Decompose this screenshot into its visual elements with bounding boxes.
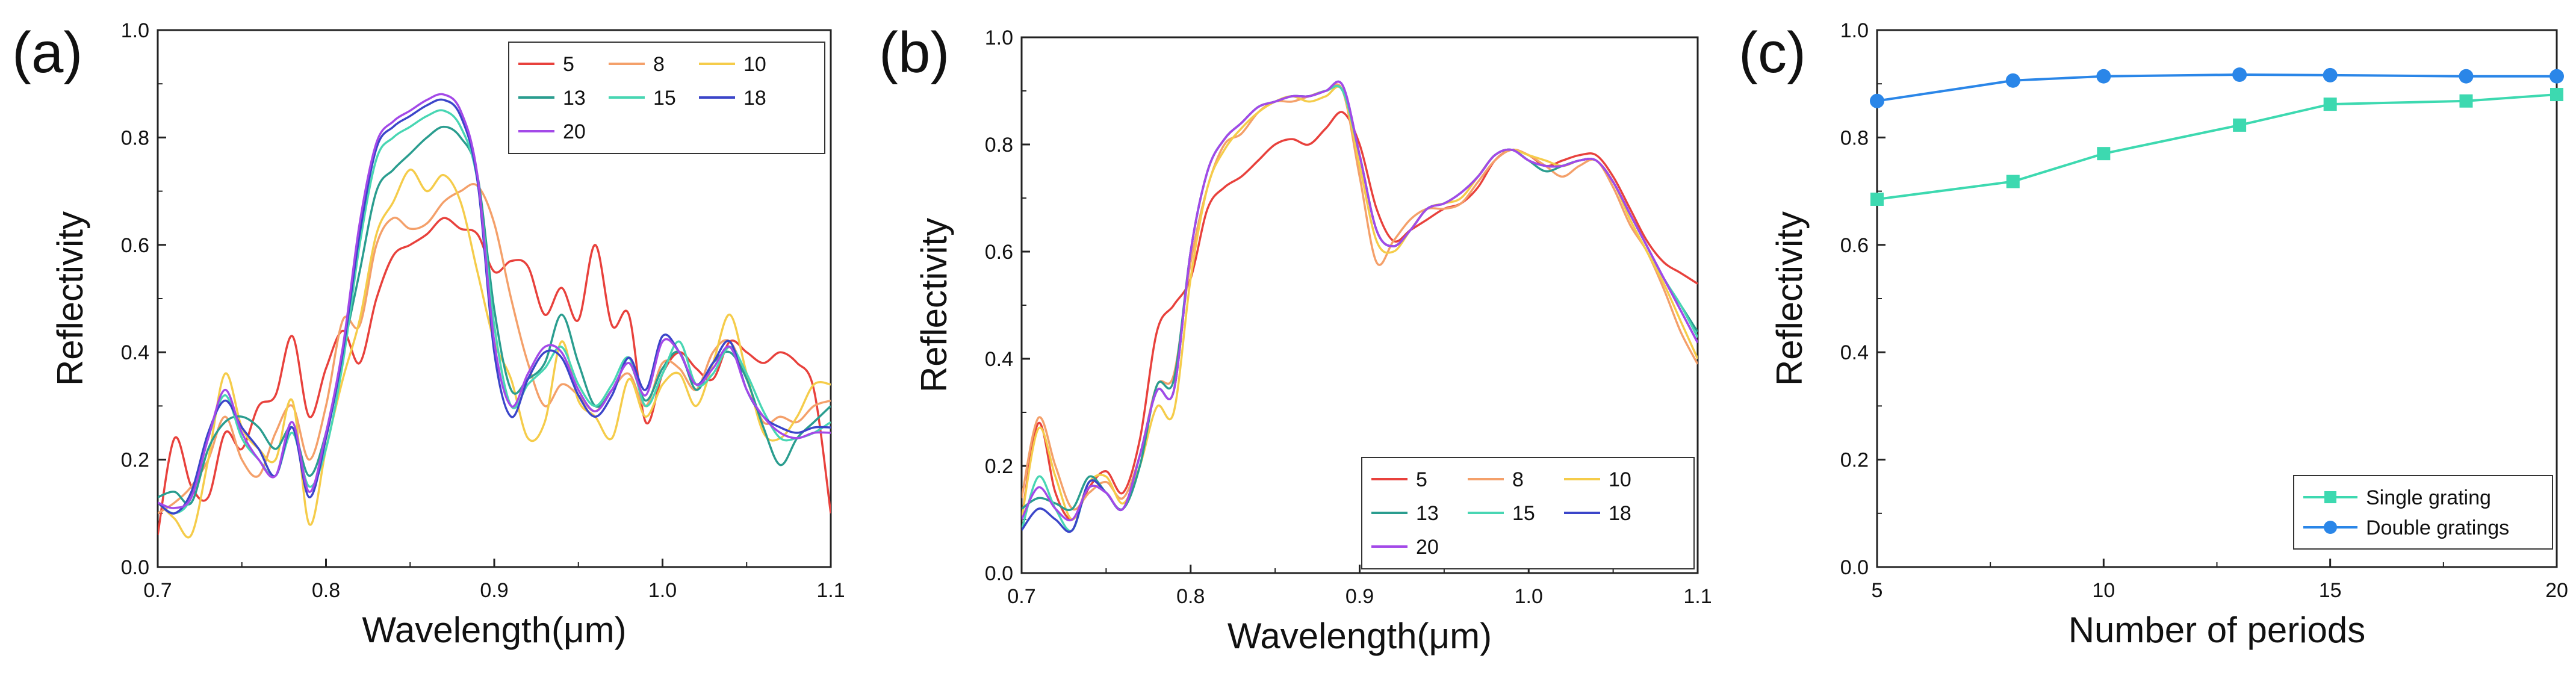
legend-label: Single grating <box>2366 486 2491 509</box>
y-tick-label: 0.8 <box>985 134 1013 157</box>
legend-label: 13 <box>1416 502 1439 525</box>
x-tick-label: 0.9 <box>480 579 508 602</box>
x-axis-label: Number of periods <box>2069 610 2366 650</box>
series-line-8 <box>1022 83 1698 511</box>
legend-marker-square <box>2324 491 2336 503</box>
x-tick-label: 0.8 <box>312 579 340 602</box>
panel-c: (c) 5 10 15 20 0.0 0.2 0.4 0.6 0.8 1.0 Number of p… <box>1739 19 2568 650</box>
series-line-5 <box>1022 111 1698 521</box>
y-tick-label: 1.0 <box>1840 19 1869 42</box>
x-tick-label: 1.1 <box>816 579 845 602</box>
data-point-square <box>2097 147 2111 161</box>
x-axis-label: Wavelength(μm) <box>362 610 626 650</box>
legend-marker-circle <box>2324 521 2337 534</box>
series-line-5 <box>158 217 831 535</box>
legend-label: 10 <box>743 53 766 76</box>
y-tick-label: 0.8 <box>121 126 149 149</box>
series-line-20 <box>158 93 831 509</box>
x-tick-label: 20 <box>2545 579 2568 602</box>
data-point-circle <box>1870 93 1884 108</box>
y-tick-label: 0.6 <box>121 234 149 257</box>
y-tick-label: 0.0 <box>1840 556 1869 579</box>
y-tick-label: 0.2 <box>1840 449 1869 472</box>
legend-label: 18 <box>1609 502 1631 525</box>
legend-label: 5 <box>1416 468 1427 491</box>
series-line-single-grating <box>1877 93 2557 200</box>
y-tick-label: 0.2 <box>121 449 149 472</box>
legend-label: 8 <box>1512 468 1524 491</box>
x-tick-label: 1.0 <box>648 579 677 602</box>
series-line-20 <box>1022 80 1698 522</box>
legend-label: 10 <box>1609 468 1631 491</box>
y-tick-label: 0.6 <box>985 241 1013 264</box>
legend-label: 20 <box>563 120 586 143</box>
y-tick-label: 0.4 <box>1840 341 1869 364</box>
data-point-square <box>2459 94 2473 108</box>
data-point-square <box>2006 175 2020 188</box>
y-tick-label: 0.4 <box>985 348 1013 371</box>
data-point-square <box>2323 98 2337 111</box>
x-tick-label: 15 <box>2319 579 2342 602</box>
data-point-circle <box>2005 73 2020 88</box>
x-tick-label: 1.1 <box>1683 585 1712 608</box>
series-line-double-gratings <box>1877 73 2557 102</box>
data-point-circle <box>2459 69 2474 84</box>
y-tick-label: 0.4 <box>121 341 149 364</box>
x-tick-label: 0.8 <box>1176 585 1205 608</box>
legend-label: 13 <box>563 87 586 110</box>
data-point-circle <box>2096 69 2111 84</box>
data-point-square <box>1870 192 1884 206</box>
y-axis-label: Reflectivity <box>1769 211 1810 386</box>
data-point-square <box>2550 88 2563 102</box>
y-axis-label: Reflectivity <box>914 218 954 392</box>
panel-label-b: (b) <box>879 20 949 85</box>
legend-box <box>2293 475 2553 550</box>
y-tick-label: 0.2 <box>985 455 1013 478</box>
legend-label: Double gratings <box>2366 516 2509 539</box>
panel-b: (b) 0.7 0.8 0.9 1.0 1.1 0.0 0.2 0.4 0.6 0.8 1.0 Wav… <box>879 20 1712 656</box>
x-tick-label: 10 <box>2092 579 2115 602</box>
legend-label: 15 <box>1512 502 1535 525</box>
y-tick-label: 1.0 <box>985 26 1013 49</box>
panel-label-a: (a) <box>12 20 82 85</box>
x-tick-label: 1.0 <box>1515 585 1543 608</box>
legend-label: 5 <box>563 53 574 76</box>
x-tick-label: 0.9 <box>1345 585 1374 608</box>
panel-a: (a) 0.7 0.8 0.9 1.0 1.1 0.0 0.2 0.4 0.6 0.8 1.0 Wav… <box>12 19 845 650</box>
y-tick-label: 0.8 <box>1840 126 1869 149</box>
series-line-13 <box>1022 85 1698 512</box>
legend-label: 20 <box>1416 536 1439 559</box>
x-tick-label: 0.7 <box>1007 585 1035 608</box>
legend-label: 15 <box>653 87 676 110</box>
y-tick-label: 0.0 <box>121 556 149 579</box>
panel-label-c: (c) <box>1739 20 1806 85</box>
legend-label: 8 <box>653 53 665 76</box>
y-tick-label: 0.6 <box>1840 234 1869 257</box>
y-axis-label: Reflectivity <box>50 211 90 386</box>
legend-label: 18 <box>743 87 766 110</box>
data-point-circle <box>2232 67 2247 82</box>
x-axis-label: Wavelength(μm) <box>1227 616 1492 656</box>
data-point-circle <box>2550 69 2564 84</box>
data-point-circle <box>2323 67 2338 82</box>
x-tick-label: 5 <box>1872 579 1883 602</box>
series-line-8 <box>158 182 831 515</box>
data-point-square <box>2233 118 2247 132</box>
legend-box <box>1361 457 1695 569</box>
x-tick-label: 0.7 <box>143 579 172 602</box>
legend-box <box>508 42 825 154</box>
y-tick-label: 0.0 <box>985 562 1013 585</box>
y-tick-label: 1.0 <box>121 19 149 42</box>
